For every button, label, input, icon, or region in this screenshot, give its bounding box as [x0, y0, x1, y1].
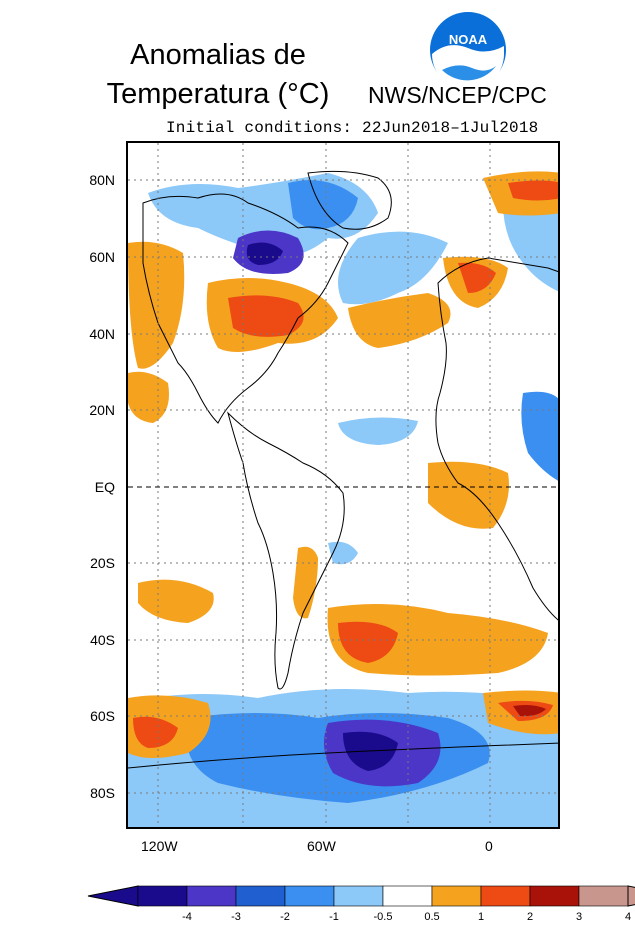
lat-label-20n: 20N	[89, 402, 115, 418]
anomaly-map	[126, 141, 560, 829]
title-line-1: Anomalias de	[130, 39, 306, 71]
colorbar-segment	[333, 885, 384, 907]
colorbar-segment	[137, 885, 188, 907]
colorbar-segment	[284, 885, 335, 907]
cold-anomaly-areas	[128, 173, 558, 827]
colorbar-segment	[578, 885, 629, 907]
colorbar-tick-label: -4	[182, 911, 192, 923]
coastlines	[128, 170, 558, 769]
colorbar: -4 -3 -2 -1 -0.5 0.5 1 2 3 4	[87, 885, 635, 923]
lon-label-120w: 120W	[141, 838, 178, 854]
lat-label-20s: 20S	[90, 555, 115, 571]
colorbar-segment	[382, 885, 433, 907]
colorbar-segment	[480, 885, 531, 907]
map-title: Anomalias de Temperatura (°C)	[88, 36, 348, 114]
lat-label-60s: 60S	[90, 708, 115, 724]
colorbar-tick-label: -3	[231, 911, 241, 923]
colorbar-segment	[431, 885, 482, 907]
colorbar-arrow-low	[87, 885, 139, 907]
lon-label-60w: 60W	[307, 838, 336, 854]
lat-label-60n: 60N	[89, 249, 115, 265]
colorbar-tick-label: 0.5	[424, 911, 439, 923]
initial-conditions-subtitle: Initial conditions: 22Jun2018–1Jul2018	[166, 119, 539, 137]
lat-label-80s: 80S	[90, 785, 115, 801]
lat-label-40s: 40S	[90, 632, 115, 648]
agency-label: NWS/NCEP/CPC	[368, 82, 547, 108]
lat-label-80n: 80N	[89, 172, 115, 188]
colorbar-tick-label: 3	[576, 911, 582, 923]
lon-label-0: 0	[485, 838, 493, 854]
colorbar-segment	[529, 885, 580, 907]
colorbar-tick-label: 4	[625, 911, 631, 923]
colorbar-tick-label: 2	[527, 911, 533, 923]
colorbar-tick-label: 1	[478, 911, 484, 923]
logo-lettering: NOAA	[449, 32, 488, 47]
warm-anomaly-areas	[128, 171, 558, 758]
colorbar-arrow-high	[627, 885, 635, 907]
lat-label-40n: 40N	[89, 326, 115, 342]
anomaly-map-svg	[128, 143, 558, 827]
lat-label-eq: EQ	[94, 479, 115, 495]
colorbar-tick-label: -2	[280, 911, 290, 923]
colorbar-tick-label: -0.5	[374, 911, 393, 923]
noaa-logo: NOAA	[428, 10, 508, 90]
title-line-2: Temperatura (°C)	[106, 78, 330, 110]
colorbar-tick-label: -1	[329, 911, 339, 923]
colorbar-segment	[235, 885, 286, 907]
colorbar-segment	[186, 885, 237, 907]
